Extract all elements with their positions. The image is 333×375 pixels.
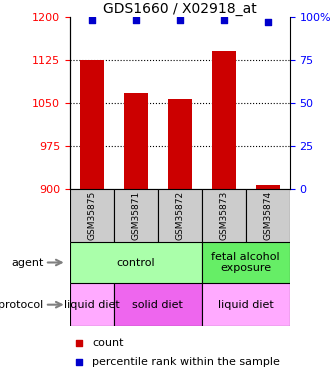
Bar	[70, 283, 114, 326]
Text: GSM35871: GSM35871	[131, 191, 141, 240]
Bar	[202, 283, 290, 326]
Text: GSM35873: GSM35873	[219, 191, 228, 240]
Point	[76, 340, 81, 346]
Bar	[212, 51, 236, 189]
Bar	[114, 283, 202, 326]
Text: GSM35875: GSM35875	[87, 191, 97, 240]
Bar	[124, 93, 148, 189]
Text: agent: agent	[11, 258, 43, 267]
Bar	[168, 99, 192, 189]
Bar	[202, 189, 246, 242]
Text: liquid diet: liquid diet	[218, 300, 274, 310]
Bar	[202, 242, 290, 283]
Point	[265, 19, 270, 25]
Text: count: count	[92, 338, 124, 348]
Title: GDS1660 / X02918_at: GDS1660 / X02918_at	[103, 2, 257, 16]
Bar	[70, 242, 202, 283]
Text: solid diet: solid diet	[133, 300, 183, 310]
Text: control: control	[117, 258, 155, 267]
Text: protocol: protocol	[0, 300, 43, 310]
Point	[177, 17, 182, 23]
Bar	[80, 60, 104, 189]
Point	[89, 17, 95, 23]
Bar	[246, 189, 290, 242]
Point	[76, 359, 81, 365]
Text: fetal alcohol
exposure: fetal alcohol exposure	[211, 252, 280, 273]
Text: GSM35874: GSM35874	[263, 191, 272, 240]
Text: percentile rank within the sample: percentile rank within the sample	[92, 357, 280, 368]
Text: GSM35872: GSM35872	[175, 191, 184, 240]
Point	[133, 17, 139, 23]
Bar	[158, 189, 202, 242]
Bar	[114, 189, 158, 242]
Bar	[256, 185, 280, 189]
Bar	[70, 189, 114, 242]
Point	[221, 17, 226, 23]
Text: liquid diet: liquid diet	[64, 300, 120, 310]
